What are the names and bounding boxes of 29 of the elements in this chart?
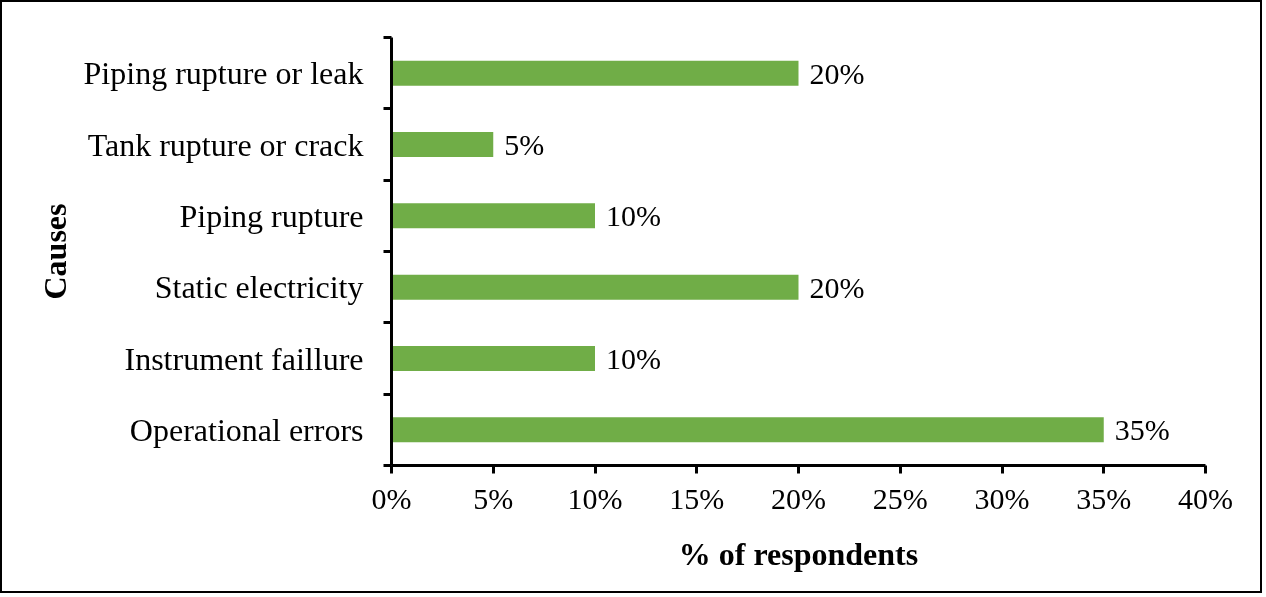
y-tick-label: Piping rupture or leak [83,55,364,92]
x-tick-label: 35% [1076,481,1132,515]
x-tick-label: 25% [872,481,928,515]
bar [391,346,595,371]
x-tick-label: 10% [567,481,623,515]
x-tick-label: 30% [974,481,1030,515]
x-tick-label: 40% [1178,481,1233,515]
bar [391,60,799,86]
x-tick-label: 20% [771,481,826,515]
bar [391,417,1104,443]
data-label: 35% [1114,413,1170,447]
data-label: 20% [809,270,865,304]
y-axis-title: Causes [36,203,73,300]
data-label: 20% [809,56,865,90]
x-tick-label: 5% [473,481,514,515]
data-label: 10% [606,199,661,233]
x-axis-title: % of respondents [678,535,919,572]
y-tick-label: Static electricity [154,269,364,306]
bar [391,132,494,157]
bar [391,274,799,300]
y-tick-label: Piping rupture [179,197,364,234]
bar [391,203,595,229]
x-tick-label: 0% [371,481,412,515]
x-tick-label: 15% [669,481,725,515]
y-tick-label: Operational errors [129,411,364,448]
y-tick-label: Instrument faillure [124,340,364,377]
y-tick-label: Tank rupture or crack [87,126,364,163]
data-label: 10% [606,342,661,375]
data-label: 5% [504,128,545,161]
